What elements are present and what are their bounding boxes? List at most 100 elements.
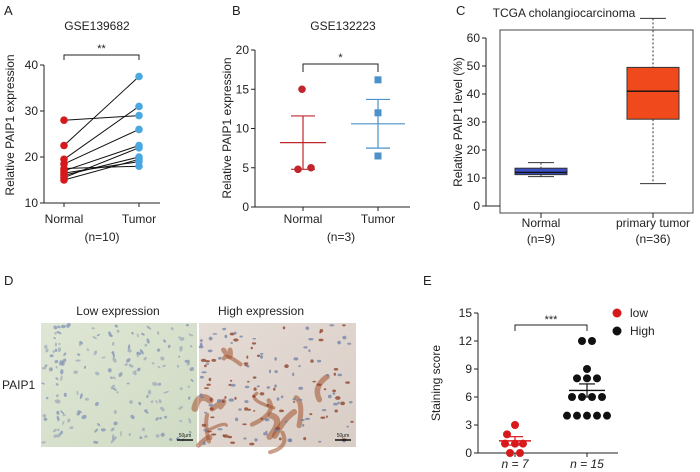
high-micrograph-nucleus — [224, 396, 227, 399]
panel-b-tumor-point — [374, 76, 382, 84]
low-micrograph-nucleus — [94, 401, 99, 407]
panel-c-axes: 0 10 20 30 40 50 60 — [467, 29, 694, 218]
low-micrograph-nucleus — [81, 414, 87, 420]
panel-letter-b: B — [232, 3, 241, 18]
panel-a-y-tick-label: 10 — [25, 196, 39, 210]
panel-letter-c: C — [456, 3, 465, 18]
low-micrograph-nucleus — [114, 324, 118, 328]
high-micrograph-nucleus — [199, 342, 203, 347]
high-micrograph-nucleus — [284, 420, 288, 423]
high-micrograph-nucleus — [304, 417, 311, 420]
high-micrograph-nucleus — [297, 399, 303, 401]
panel-a-pair-line — [63, 115, 140, 121]
high-micrograph-nucleus — [333, 402, 338, 406]
high-micrograph-nucleus — [318, 440, 322, 443]
high-micrograph-nucleus — [254, 438, 258, 442]
low-micrograph-nucleus — [188, 418, 192, 424]
low-micrograph-nucleus — [63, 392, 67, 397]
panel-e-xlabel-high: n = 15 — [570, 457, 604, 471]
high-micrograph-nucleus — [321, 409, 327, 412]
panel-e-high-point — [593, 411, 601, 420]
low-micrograph-nucleus — [94, 428, 99, 433]
panel-e-y-tick-label: 6 — [465, 390, 472, 404]
high-micrograph-nucleus — [326, 374, 329, 377]
high-micrograph-nucleus — [259, 392, 265, 396]
low-micrograph-nucleus — [158, 382, 162, 386]
high-micrograph-nucleus — [266, 386, 270, 389]
panel-b-axes: 0 5 10 15 20 * — [236, 43, 410, 214]
panel-a-axes: 10 20 30 40 ** — [25, 43, 160, 210]
panel-b-xlabel-tumor: Tumor — [361, 212, 395, 226]
high-micrograph-nucleus — [323, 388, 327, 391]
high-micrograph-nucleus — [303, 437, 307, 441]
low-micrograph-nucleus — [126, 358, 131, 363]
low-micrograph-nucleus — [151, 362, 155, 365]
low-micrograph-nucleus — [155, 399, 158, 404]
panel-a-tumor-point — [135, 144, 143, 152]
panel-e-high-point — [588, 337, 596, 345]
low-micrograph-nucleus — [176, 364, 180, 368]
high-micrograph-nucleus — [244, 385, 250, 389]
high-micrograph-nucleus — [207, 430, 212, 433]
low-expression-title: Low expression — [76, 304, 159, 318]
scale-bar-low-label: 50μm — [179, 433, 192, 439]
low-micrograph-nucleus — [93, 350, 98, 356]
panel-e-high-point — [603, 411, 611, 420]
panel-e-high-point — [598, 393, 606, 401]
high-expression-title: High expression — [218, 304, 304, 318]
panel-a-tumor-point — [135, 72, 143, 81]
low-micrograph-nucleus — [134, 370, 137, 373]
panel-a-n-label: (n=10) — [84, 230, 119, 244]
legend-low-label: low — [630, 306, 648, 320]
low-micrograph-nucleus — [59, 360, 64, 365]
low-micrograph-nucleus — [155, 434, 160, 438]
high-micrograph-nucleus — [316, 383, 322, 386]
high-micrograph-nucleus — [345, 381, 350, 384]
low-micrograph-nucleus — [94, 371, 100, 376]
low-micrograph-nucleus — [186, 362, 190, 366]
low-micrograph-nucleus — [45, 348, 49, 353]
low-micrograph-nucleus — [112, 376, 116, 380]
panel-c-y-tick-label: 60 — [467, 31, 481, 45]
high-micrograph-nucleus — [208, 377, 212, 382]
panel-c-ylabel: Relative PAIP1 level (%) — [451, 57, 465, 187]
low-micrograph-nucleus — [45, 396, 49, 400]
low-micrograph-nucleus — [56, 410, 60, 415]
low-micrograph-nucleus — [86, 348, 90, 352]
high-micrograph-nucleus — [210, 416, 215, 419]
high-micrograph-nucleus — [208, 336, 213, 341]
panel-e: E Staining score 0 3 6 9 12 15 *** n = 7 n = 1… — [423, 273, 655, 471]
row-label-paip1: PAIP1 — [2, 378, 35, 392]
panel-b-data — [280, 76, 405, 174]
high-micrograph-nucleus — [200, 339, 203, 343]
low-micrograph-nucleus — [157, 365, 161, 369]
panel-c-y-tick-label: 40 — [467, 87, 481, 101]
high-micrograph-nucleus — [199, 375, 204, 379]
low-micrograph-nucleus — [124, 363, 128, 366]
low-micrograph-nucleus — [110, 376, 113, 379]
panel-e-low-point — [516, 449, 524, 457]
low-micrograph-nucleus — [136, 333, 139, 338]
high-micrograph-nucleus — [208, 403, 214, 407]
low-micrograph-nucleus — [163, 391, 169, 394]
high-micrograph-nucleus — [233, 338, 239, 342]
low-micrograph-nucleus — [152, 382, 158, 386]
high-micrograph-nucleus — [349, 401, 353, 404]
low-micrograph-nucleus — [111, 434, 114, 439]
high-micrograph-nucleus — [312, 380, 317, 383]
high-micrograph-nucleus — [342, 440, 346, 443]
panel-b-n-label: (n=3) — [327, 230, 355, 244]
high-micrograph-nucleus — [287, 438, 292, 442]
low-micrograph-nucleus — [55, 394, 59, 398]
panel-a-y-tick-label: 40 — [25, 58, 39, 72]
high-micrograph-nucleus — [334, 409, 339, 413]
low-micrograph-nucleus — [63, 352, 67, 356]
panel-c-y-tick-label: 50 — [467, 59, 481, 73]
high-micrograph-nucleus — [201, 423, 207, 427]
high-micrograph-nucleus — [198, 345, 204, 349]
low-micrograph-nucleus — [131, 331, 134, 335]
panel-b-normal-point — [298, 85, 306, 94]
high-micrograph-nucleus — [204, 411, 207, 414]
low-micrograph-nucleus — [129, 400, 133, 404]
high-micrograph-nucleus — [251, 342, 257, 345]
